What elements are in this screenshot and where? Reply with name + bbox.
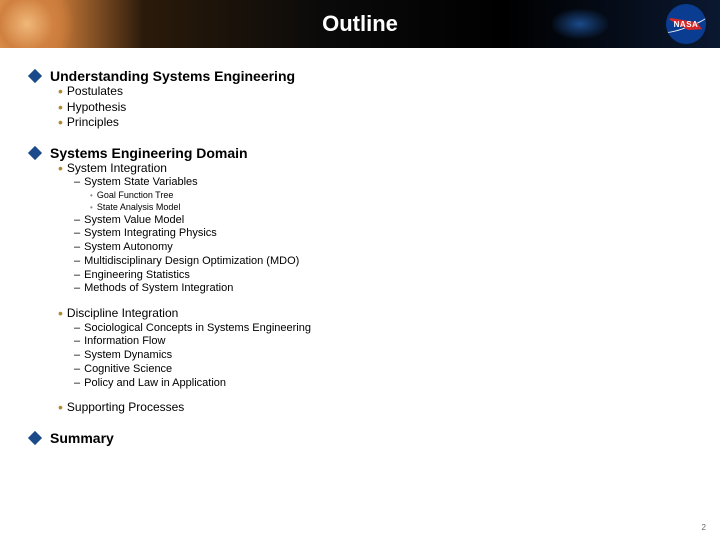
list-item: –System State Variables: [74, 176, 690, 190]
list-item: • Supporting Processes: [58, 400, 690, 416]
list-item: –Cognitive Science: [74, 363, 690, 377]
item-text: System Autonomy: [84, 241, 173, 255]
diamond-bullet-icon: [28, 431, 42, 445]
section-title: Understanding Systems Engineering: [50, 68, 295, 84]
dot-bullet-icon: •: [58, 161, 63, 176]
dash-bullet-icon: –: [74, 335, 80, 349]
page-number: 2: [702, 523, 706, 532]
item-text: Discipline Integration: [67, 306, 178, 322]
list-item: • Principles: [58, 115, 690, 131]
planet-decoration: [0, 0, 90, 48]
list-item: • Discipline Integration: [58, 306, 690, 322]
dash-bullet-icon: –: [74, 363, 80, 377]
list-item: –Policy and Law in Application: [74, 377, 690, 391]
list-item: –Methods of System Integration: [74, 282, 690, 296]
dot-bullet-icon: •: [58, 115, 63, 130]
item-text: Information Flow: [84, 335, 165, 349]
list-item: –System Autonomy: [74, 241, 690, 255]
section-heading: Systems Engineering Domain: [30, 145, 690, 161]
dash-bullet-icon: –: [74, 227, 80, 241]
dash-bullet-icon: –: [74, 214, 80, 228]
list-item: –Engineering Statistics: [74, 269, 690, 283]
item-text: Goal Function Tree: [97, 190, 174, 202]
tiny-bullet-icon: •: [90, 203, 93, 213]
list-item: • Goal Function Tree: [90, 190, 690, 202]
item-text: Methods of System Integration: [84, 282, 233, 296]
item-text: Hypothesis: [67, 100, 126, 116]
list-item: • System Integration: [58, 161, 690, 177]
item-text: Engineering Statistics: [84, 269, 190, 283]
nasa-logo-icon: NASA: [666, 4, 706, 44]
dash-bullet-icon: –: [74, 176, 80, 190]
dash-bullet-icon: –: [74, 241, 80, 255]
dash-bullet-icon: –: [74, 377, 80, 391]
item-text: System Value Model: [84, 214, 184, 228]
dash-bullet-icon: –: [74, 349, 80, 363]
item-text: State Analysis Model: [97, 202, 181, 214]
list-item: • Hypothesis: [58, 100, 690, 116]
slide-header: Outline NASA: [0, 0, 720, 48]
list-item: • State Analysis Model: [90, 202, 690, 214]
nasa-logo-text: NASA: [674, 20, 699, 29]
slide-title: Outline: [322, 11, 398, 37]
dot-bullet-icon: •: [58, 400, 63, 415]
dot-bullet-icon: •: [58, 306, 63, 321]
blue-glow-decoration: [550, 8, 610, 40]
dot-bullet-icon: •: [58, 100, 63, 115]
dash-bullet-icon: –: [74, 255, 80, 269]
item-text: System Integrating Physics: [84, 227, 217, 241]
section-title: Systems Engineering Domain: [50, 145, 248, 161]
item-text: Multidisciplinary Design Optimization (M…: [84, 255, 299, 269]
item-text: System Dynamics: [84, 349, 172, 363]
dash-bullet-icon: –: [74, 282, 80, 296]
dash-bullet-icon: –: [74, 269, 80, 283]
list-item: –Sociological Concepts in Systems Engine…: [74, 322, 690, 336]
list-item: • Postulates: [58, 84, 690, 100]
item-text: Policy and Law in Application: [84, 377, 226, 391]
slide-content: Understanding Systems Engineering • Postu…: [0, 48, 720, 446]
item-text: Sociological Concepts in Systems Enginee…: [84, 322, 311, 336]
item-text: System State Variables: [84, 176, 198, 190]
item-text: Principles: [67, 115, 119, 131]
section-heading: Understanding Systems Engineering: [30, 68, 690, 84]
tiny-bullet-icon: •: [90, 191, 93, 201]
item-text: Postulates: [67, 84, 123, 100]
list-item: –System Dynamics: [74, 349, 690, 363]
list-item: –Multidisciplinary Design Optimization (…: [74, 255, 690, 269]
section-title: Summary: [50, 430, 114, 446]
list-item: –System Integrating Physics: [74, 227, 690, 241]
list-item: –System Value Model: [74, 214, 690, 228]
section-heading: Summary: [30, 430, 690, 446]
list-item: –Information Flow: [74, 335, 690, 349]
item-text: Supporting Processes: [67, 400, 184, 416]
diamond-bullet-icon: [28, 69, 42, 83]
item-text: System Integration: [67, 161, 167, 177]
dot-bullet-icon: •: [58, 84, 63, 99]
diamond-bullet-icon: [28, 146, 42, 160]
item-text: Cognitive Science: [84, 363, 172, 377]
dash-bullet-icon: –: [74, 322, 80, 336]
